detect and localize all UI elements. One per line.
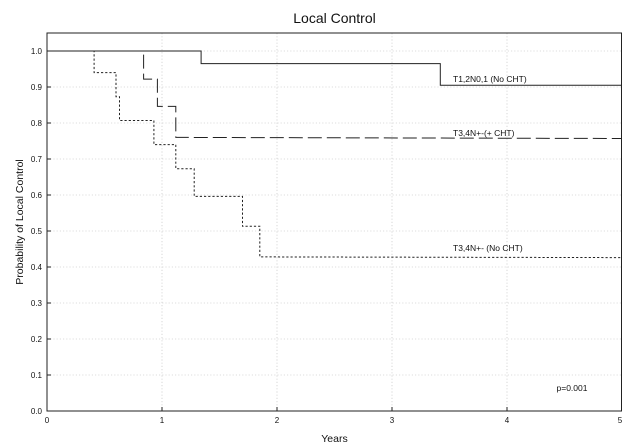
x-tick-label: 0 — [45, 416, 50, 425]
series-line-1 — [47, 50, 622, 86]
y-tick-label: 0.0 — [31, 407, 43, 416]
y-tick-label: 0.6 — [31, 191, 43, 200]
y-axis-title: Probability of Local Control — [14, 159, 26, 284]
y-tick-label: 0.1 — [31, 371, 43, 380]
x-axis-title: Years — [321, 433, 347, 445]
y-tick-label: 0.2 — [31, 335, 43, 344]
y-tick-label: 0.8 — [31, 119, 43, 128]
series-line-3 — [47, 50, 622, 259]
plot-frame — [46, 32, 622, 412]
y-tick-label: 0.7 — [31, 155, 43, 164]
x-axis-ticks: 0 1 2 3 4 5 — [45, 407, 622, 425]
p-value-annotation: p=0.001 — [557, 383, 588, 393]
x-tick-label: 5 — [618, 416, 622, 425]
series-lines — [47, 50, 622, 259]
series-labels: T1,2N0,1 (No CHT) T3,4N+-(+ CHT) T3,4N+- (… — [453, 74, 527, 253]
y-tick-label: 0.4 — [31, 263, 43, 272]
x-tick-label: 1 — [160, 416, 165, 425]
y-axis-ticks: 0.0 0.1 0.2 0.3 0.4 0.5 0.6 0.7 0.8 0.9 1.0 — [31, 47, 51, 416]
series-label-3: T3,4N+- (No CHT) — [453, 243, 523, 253]
y-tick-label: 0.3 — [31, 299, 43, 308]
series-label-1: T1,2N0,1 (No CHT) — [453, 74, 527, 84]
grid — [47, 33, 622, 411]
y-tick-label: 1.0 — [31, 47, 43, 56]
x-tick-label: 3 — [390, 416, 395, 425]
x-tick-label: 2 — [275, 416, 280, 425]
x-tick-label: 4 — [505, 416, 510, 425]
y-tick-label: 0.9 — [31, 83, 43, 92]
series-line-2 — [143, 54, 622, 139]
chart-title: Local Control — [293, 10, 376, 26]
y-tick-label: 0.5 — [31, 227, 43, 236]
series-label-2: T3,4N+-(+ CHT) — [453, 128, 515, 138]
